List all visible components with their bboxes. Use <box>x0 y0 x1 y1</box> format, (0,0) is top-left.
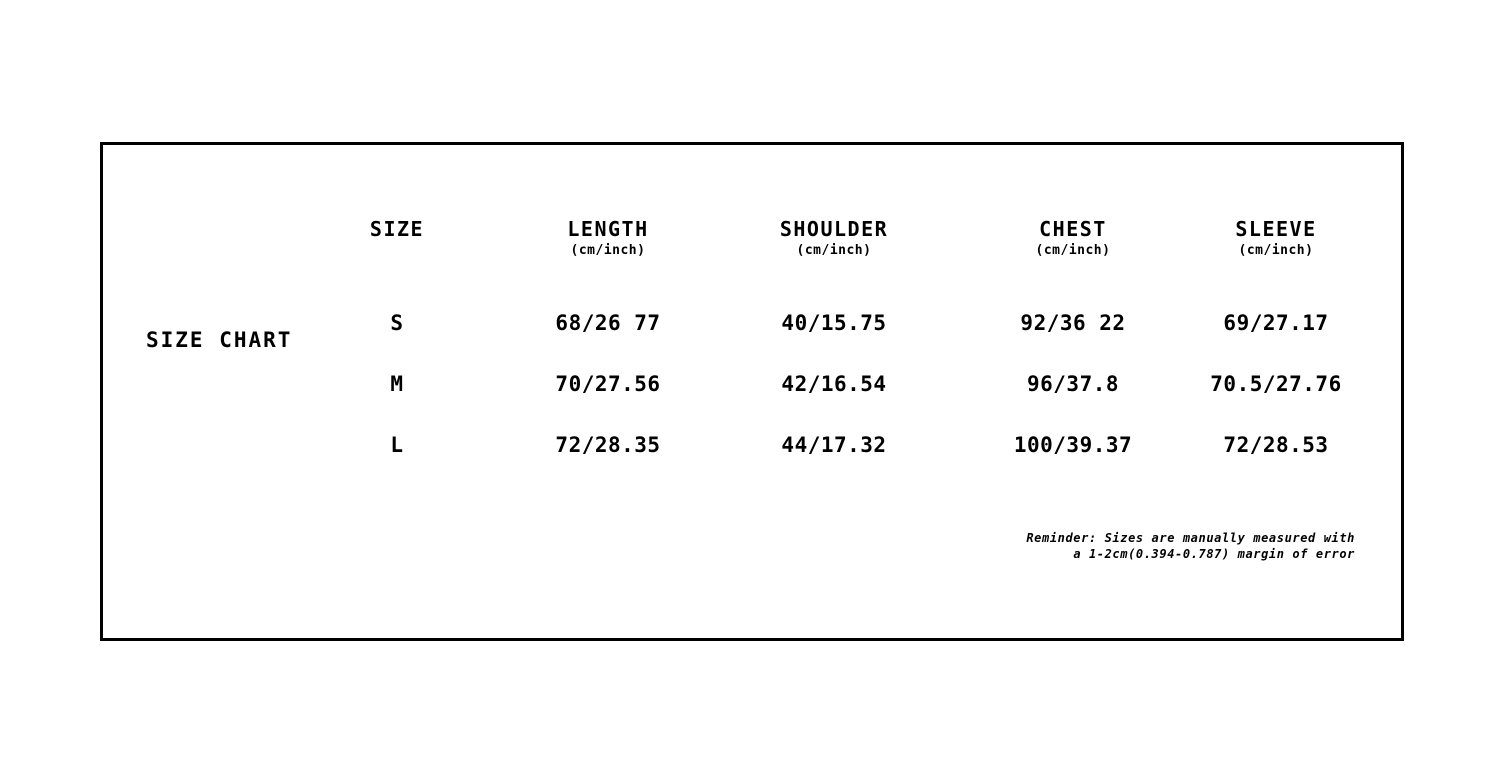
column-label: SHOULDER <box>779 217 889 241</box>
column-label: SLEEVE <box>1235 217 1317 241</box>
table-cell: 42/16.54 <box>781 372 887 396</box>
chart-title: SIZE CHART <box>146 328 293 352</box>
column-header-shoulder: SHOULDER (cm/inch) <box>780 217 888 258</box>
table-cell: 70/27.56 <box>555 372 661 396</box>
column-unit: (cm/inch) <box>796 243 872 258</box>
column-label: LENGTH <box>567 217 649 241</box>
table-cell: 40/15.75 <box>781 311 887 335</box>
column-label: CHEST <box>1039 217 1107 241</box>
table-cell: 72/28.35 <box>555 433 661 457</box>
size-chart-frame <box>100 142 1404 641</box>
column-unit: (cm/inch) <box>1035 243 1111 258</box>
column-unit: (cm/inch) <box>1238 243 1314 258</box>
reminder-note: Reminder: Sizes are manually measured wi… <box>1026 530 1355 562</box>
table-cell: 92/36 22 <box>1020 311 1126 335</box>
reminder-line-1: Reminder: Sizes are manually measured wi… <box>1026 531 1355 545</box>
column-header-size: SIZE <box>370 217 424 241</box>
table-cell: 70.5/27.76 <box>1210 372 1342 396</box>
table-cell: 100/39.37 <box>1013 433 1133 457</box>
column-header-chest: CHEST (cm/inch) <box>1036 217 1111 258</box>
table-cell: 69/27.17 <box>1223 311 1329 335</box>
table-cell: S <box>390 311 404 335</box>
reminder-line-2: a 1-2cm(0.394-0.787) margin of error <box>1073 547 1355 561</box>
column-header-sleeve: SLEEVE (cm/inch) <box>1235 217 1316 258</box>
column-header-length: LENGTH (cm/inch) <box>567 217 648 258</box>
table-cell: 96/37.8 <box>1026 372 1120 396</box>
table-cell: 44/17.32 <box>781 433 887 457</box>
column-label: SIZE <box>369 217 425 241</box>
table-cell: 68/26 77 <box>555 311 661 335</box>
table-cell: L <box>390 433 404 457</box>
table-cell: M <box>390 372 404 396</box>
column-unit: (cm/inch) <box>570 243 646 258</box>
table-cell: 72/28.53 <box>1223 433 1329 457</box>
